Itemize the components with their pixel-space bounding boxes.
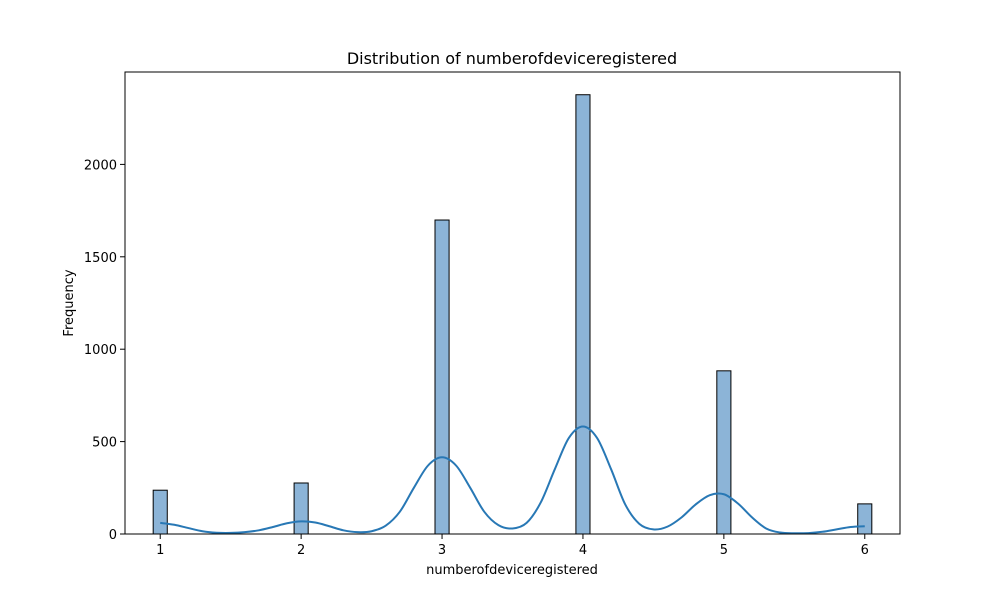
y-tick-label-2000: 2000 [84, 158, 117, 173]
bar-2 [293, 482, 309, 535]
plot-frame [124, 71, 901, 535]
x-tick-label-2: 2 [297, 543, 305, 558]
bars-group [152, 94, 873, 535]
y-tick-label-1500: 1500 [84, 251, 117, 266]
y-axis-label: Frequency [62, 269, 77, 336]
kde-line [160, 425, 865, 535]
x-tick-label-1: 1 [156, 543, 164, 558]
bar-6 [857, 503, 873, 535]
bar-4 [575, 94, 591, 535]
x-tick-label-4: 4 [579, 543, 587, 558]
x-tick-label-6: 6 [861, 543, 869, 558]
y-axis: 0 500 1000 1500 2000 [84, 158, 125, 543]
x-axis: 1 2 3 4 5 6 [156, 534, 869, 558]
bar-5 [716, 370, 732, 535]
x-tick-label-5: 5 [720, 543, 728, 558]
x-tick-label-3: 3 [438, 543, 446, 558]
bar-3 [434, 219, 450, 535]
bar-1 [152, 489, 168, 535]
x-axis-label: numberofdeviceregistered [426, 563, 598, 578]
y-tick-label-1000: 1000 [84, 343, 117, 358]
y-tick-label-0: 0 [109, 528, 117, 543]
chart-title: Distribution of numberofdeviceregistered [347, 49, 677, 68]
y-tick-label-500: 500 [92, 436, 117, 451]
